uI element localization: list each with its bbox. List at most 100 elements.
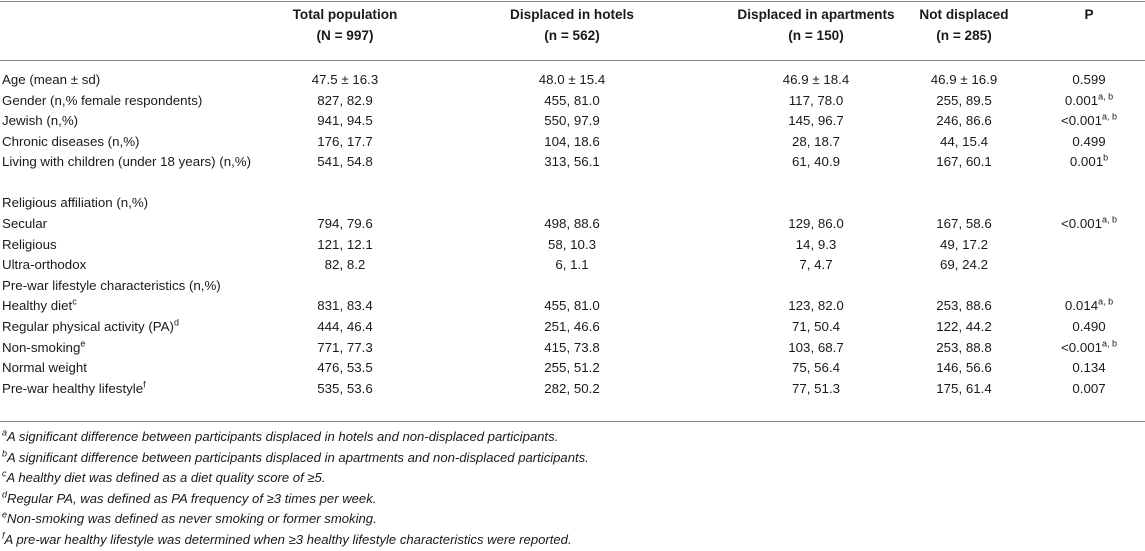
p-value-footnote-mark: a, b: [1102, 338, 1118, 349]
p-value-cell: 0.007: [1034, 378, 1144, 399]
not-displaced-cell: 175, 61.4: [936, 380, 992, 396]
table-row: Religious 121, 12.1 58, 10.3 14, 9.3 49, 17.…: [0, 234, 1145, 255]
row-label-text: Jewish (n,%): [2, 113, 79, 129]
footnote: cA healthy diet was defined as a diet qu…: [2, 468, 1142, 489]
displaced-hotels-cell: 313, 56.1: [544, 154, 600, 170]
total-population-cell: 771, 77.3: [317, 339, 373, 355]
table-row: Living with children (under 18 years) (n…: [0, 151, 1145, 191]
not-displaced-cell: 246, 86.6: [936, 113, 992, 129]
footnote-mark: e: [2, 510, 8, 521]
total-population-cell: 941, 94.5: [317, 113, 373, 129]
displaced-hotels-cell: 255, 51.2: [544, 360, 600, 376]
footnote-text: A pre-war healthy lifestyle was determin…: [4, 531, 572, 547]
total-population-cell: 476, 53.5: [317, 360, 373, 376]
displaced-apartments-cell: 7, 4.7: [799, 257, 833, 273]
p-value-footnote-mark: a, b: [1098, 91, 1114, 102]
row-label-text: Gender (n,% female respondents): [2, 92, 203, 108]
p-value-cell: <0.001a, b: [1034, 213, 1144, 234]
table-row: Religious affiliation (n,%): [0, 192, 1145, 213]
row-label: Religious affiliation (n,%): [2, 192, 282, 213]
p-value-footnote-mark: a, b: [1102, 111, 1118, 122]
total-population-cell: 82, 8.2: [324, 257, 366, 273]
footnote-mark: a: [2, 427, 8, 438]
footnote-text: A significant difference between partici…: [7, 449, 589, 465]
p-value-text: 0.014: [1064, 298, 1099, 314]
total-population-cell: 444, 46.4: [317, 319, 373, 334]
p-value-footnote-mark: b: [1103, 152, 1109, 163]
not-displaced-cell: 253, 88.6: [936, 298, 992, 314]
displaced-hotels-cell: 48.0 ± 15.4: [538, 72, 606, 87]
footnote-mark: d: [2, 489, 8, 500]
not-displaced-cell: 122, 44.2: [936, 319, 992, 334]
top-rule: [0, 1, 1145, 2]
not-displaced-cell: 49, 17.2: [939, 236, 989, 252]
header-rule: [0, 60, 1145, 61]
row-label: Regular physical activity (PA)d: [2, 316, 282, 337]
p-value-cell: 0.014a, b: [1034, 295, 1144, 316]
row-label: Normal weight: [2, 357, 282, 378]
row-label-text: Normal weight: [2, 360, 87, 376]
total-population-cell: 121, 12.1: [317, 236, 373, 252]
row-label: Healthy dietc: [2, 295, 282, 316]
p-value-footnote-mark: a, b: [1102, 214, 1118, 225]
header-total-population: Total population (N = 997): [292, 7, 398, 43]
footnote: fA pre-war healthy lifestyle was determi…: [2, 530, 1142, 551]
row-label: Jewish (n,%): [2, 110, 282, 131]
header-displaced-hotels: Displaced in hotels (n = 562): [510, 7, 634, 43]
p-value-cell: 0.001b: [1034, 151, 1144, 172]
p-value-text: 0.599: [1072, 72, 1106, 87]
row-label-text: Ultra-orthodox: [2, 257, 87, 273]
footnote-mark: f: [2, 530, 5, 541]
p-value-cell: 0.001a, b: [1034, 90, 1144, 111]
bottom-rule: [0, 421, 1145, 422]
footnote-mark: c: [2, 468, 7, 479]
footnote-text: Regular PA, was defined as PA frequency …: [7, 490, 377, 506]
displaced-apartments-cell: 117, 78.0: [788, 92, 844, 108]
not-displaced-cell: 46.9 ± 16.9: [930, 72, 998, 87]
p-value-text: 0.007: [1072, 380, 1106, 396]
p-value-cell: <0.001a, b: [1034, 110, 1144, 131]
table-row: Gender (n,% female respondents) 827, 82.9…: [0, 90, 1145, 111]
table-row: Pre-war healthy lifestylef 535, 53.6 282, …: [0, 378, 1145, 399]
total-population-cell: 794, 79.6: [317, 216, 373, 231]
displaced-hotels-cell: 282, 50.2: [544, 380, 600, 396]
table-row: Age (mean ± sd) 47.5 ± 16.3 48.0 ± 15.4 46.…: [0, 69, 1145, 90]
total-population-cell: 176, 17.7: [317, 133, 373, 149]
displaced-hotels-cell: 58, 10.3: [547, 236, 597, 252]
p-value-text: 0.490: [1072, 319, 1106, 334]
not-displaced-cell: 167, 58.6: [936, 216, 992, 231]
header-p-value: P: [1084, 7, 1094, 22]
row-label: Gender (n,% female respondents): [2, 90, 282, 111]
row-label-footnote-mark: e: [80, 338, 86, 349]
displaced-hotels-cell: 415, 73.8: [544, 339, 600, 355]
row-label: Secular: [2, 213, 282, 234]
not-displaced-cell: 167, 60.1: [936, 154, 992, 170]
table-row: Healthy dietc 831, 83.4 455, 81.0 123, 82.0…: [0, 295, 1145, 316]
row-label: Chronic diseases (n,%): [2, 131, 282, 152]
total-population-cell: 831, 83.4: [317, 298, 373, 314]
displaced-apartments-cell: 61, 40.9: [791, 154, 841, 170]
p-value-text: 0.499: [1072, 133, 1106, 149]
row-label-text: Age (mean ± sd): [2, 72, 101, 87]
table-row: Normal weight 476, 53.5 255, 51.2 75, 56.4 1…: [0, 357, 1145, 378]
footnote: aA significant difference between partic…: [2, 427, 1142, 448]
footnote: dRegular PA, was defined as PA frequency…: [2, 489, 1142, 510]
displaced-apartments-cell: 71, 50.4: [791, 319, 841, 334]
displaced-apartments-cell: 129, 86.0: [788, 216, 844, 231]
displaced-hotels-cell: 455, 81.0: [544, 298, 600, 314]
table-row: Regular physical activity (PA)d 444, 46.4…: [0, 316, 1145, 337]
row-label-text: Chronic diseases (n,%): [2, 133, 140, 149]
row-label: Living with children (under 18 years) (n…: [2, 152, 282, 171]
not-displaced-cell: 255, 89.5: [936, 92, 992, 108]
total-population-cell: 47.5 ± 16.3: [311, 72, 379, 87]
p-value-text: 0.001: [1069, 154, 1104, 170]
not-displaced-cell: 69, 24.2: [939, 257, 989, 273]
row-label-footnote-mark: c: [72, 296, 77, 307]
row-label: Age (mean ± sd): [2, 69, 282, 90]
p-value-text: <0.001: [1060, 216, 1103, 231]
row-label: Ultra-orthodox: [2, 254, 282, 275]
footnote-text: A significant difference between partici…: [7, 429, 559, 444]
displaced-apartments-cell: 46.9 ± 18.4: [782, 72, 850, 87]
total-population-cell: 541, 54.8: [317, 154, 373, 170]
not-displaced-cell: 146, 56.6: [936, 360, 992, 376]
